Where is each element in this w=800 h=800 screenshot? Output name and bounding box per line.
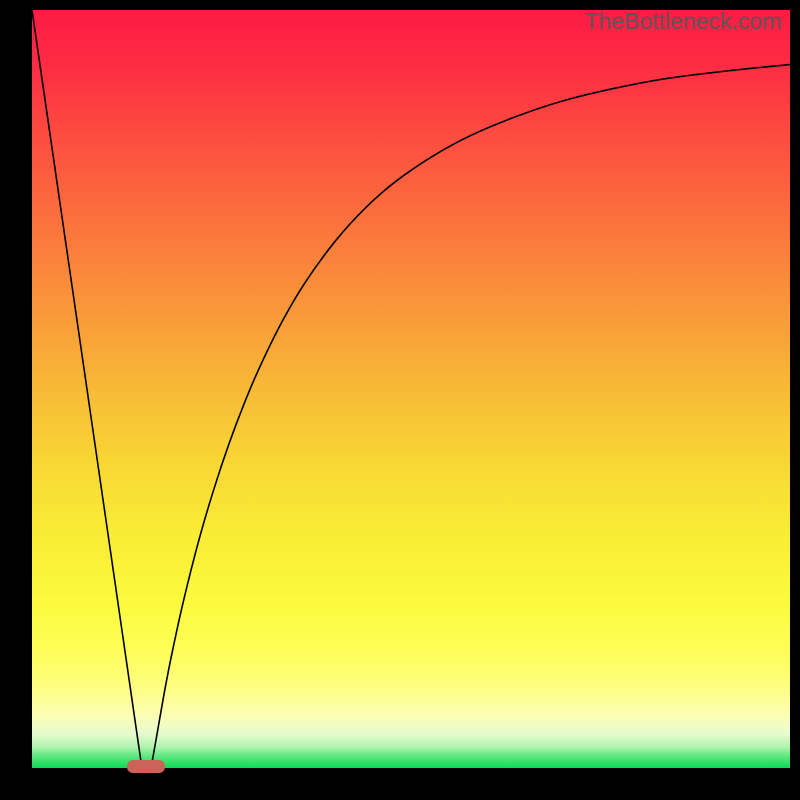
plot-area: TheBottleneck.com — [32, 10, 790, 768]
curve-overlay — [32, 10, 790, 768]
chart-container: TheBottleneck.com — [0, 0, 800, 800]
bottleneck-marker — [127, 760, 165, 773]
curve-left-descent — [32, 10, 142, 768]
curve-right-ascent — [151, 65, 790, 768]
watermark-text: TheBottleneck.com — [585, 8, 782, 35]
